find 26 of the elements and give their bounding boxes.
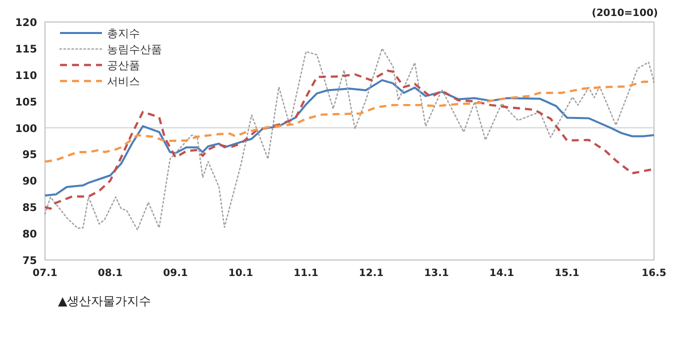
- text: (2010=100): [592, 8, 658, 19]
- y-tick-label: 100: [15, 122, 37, 135]
- y-tick-label: 115: [15, 43, 37, 56]
- legend-label: 총지수: [107, 27, 140, 40]
- x-tick-label: 10.1: [228, 268, 254, 279]
- x-tick-label: 14.1: [489, 268, 514, 279]
- y-tick-label: 85: [22, 202, 37, 214]
- legend-label: 공산품: [107, 59, 140, 72]
- legend-label: 서비스: [107, 75, 140, 88]
- x-tick-label: 13.1: [424, 268, 449, 279]
- text: ▲생산자물가지수: [58, 294, 152, 308]
- x-tick-label: 16.5: [642, 268, 666, 279]
- y-tick-label: 105: [15, 96, 37, 108]
- y-tick-label: 95: [22, 149, 37, 162]
- x-tick-label: 12.1: [358, 268, 384, 279]
- y-tick-label: 120: [15, 17, 37, 29]
- x-tick-label: 07.1: [32, 268, 58, 279]
- legend-label: 농림수산품: [107, 43, 162, 56]
- y-tick-label: 75: [22, 255, 37, 267]
- y-tick-label: 90: [22, 176, 37, 188]
- y-tick-label: 110: [15, 70, 37, 82]
- x-tick-label: 09.1: [163, 268, 188, 279]
- x-tick-label: 08.1: [98, 268, 123, 279]
- y-tick-label: 80: [22, 228, 37, 241]
- x-tick-label: 11.1: [294, 268, 318, 279]
- x-tick-label: 15.1: [554, 268, 580, 279]
